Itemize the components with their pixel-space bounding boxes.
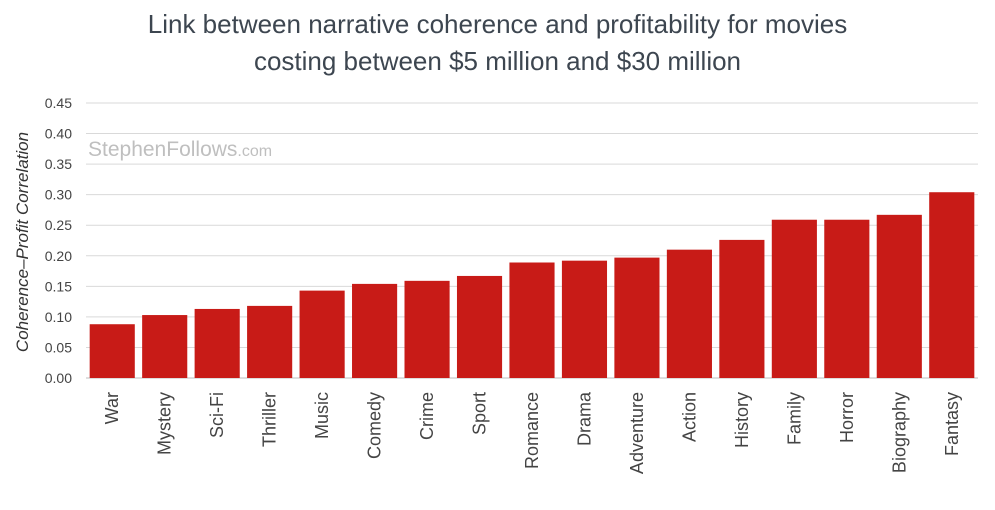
x-category-label: Sci-Fi <box>207 392 227 438</box>
bar-thriller <box>247 305 293 378</box>
bar-fantasy <box>929 192 975 378</box>
x-category-label: War <box>102 392 122 424</box>
bar-drama <box>561 260 608 378</box>
bar-mystery <box>142 315 188 378</box>
watermark-suffix: .com <box>237 143 272 160</box>
x-category-label: Adventure <box>627 392 647 474</box>
bar-music <box>299 290 345 378</box>
watermark: StephenFollows.com <box>88 138 272 161</box>
y-tick-label: 0.30 <box>45 187 72 203</box>
bar-history <box>719 239 765 378</box>
bar-romance <box>509 262 555 378</box>
y-tick-label: 0.35 <box>45 156 72 172</box>
y-tick-label: 0.00 <box>45 370 72 386</box>
bar-sport <box>456 275 503 378</box>
bars <box>89 192 975 378</box>
bar-crime <box>404 280 450 378</box>
x-category-label: Fantasy <box>942 392 962 456</box>
x-category-label: Horror <box>837 392 857 443</box>
x-category-label: Crime <box>417 392 437 440</box>
y-tick-label: 0.25 <box>45 217 72 233</box>
x-category-label: Comedy <box>365 392 385 459</box>
watermark-main: StephenFollows <box>88 138 237 161</box>
x-category-label: Thriller <box>260 392 280 447</box>
x-category-label: Action <box>679 392 699 442</box>
x-category-label: Drama <box>574 391 594 446</box>
bar-family <box>771 219 817 378</box>
bar-comedy <box>352 283 398 378</box>
chart-title-line-1: Link between narrative coherence and pro… <box>147 9 848 39</box>
y-axis-ticks: 0.00 0.05 0.10 0.15 0.20 0.25 0.30 0.35 0.40 0.45 <box>45 95 72 386</box>
x-category-label: History <box>732 392 752 448</box>
bar-horror <box>824 219 870 378</box>
bar-biography <box>876 214 922 378</box>
chart-title: Link between narrative coherence and pro… <box>0 6 995 80</box>
y-tick-label: 0.05 <box>45 339 72 355</box>
bar-war <box>89 324 135 378</box>
y-tick-label: 0.45 <box>45 95 72 111</box>
y-axis-label: Coherence–Profit Correlation <box>13 132 32 352</box>
bar-action <box>666 249 712 378</box>
x-category-label: Family <box>784 392 804 445</box>
bar-adventure <box>614 257 660 378</box>
y-tick-label: 0.10 <box>45 309 72 325</box>
x-category-label: Romance <box>522 392 542 469</box>
y-tick-label: 0.40 <box>45 126 72 142</box>
x-category-label: Biography <box>889 392 909 473</box>
y-tick-label: 0.15 <box>45 278 72 294</box>
bar-sci-fi <box>194 308 240 378</box>
x-axis-categories: War Mystery Sci-Fi Thriller Music Comedy Crime… <box>102 391 962 474</box>
x-category-label: Mystery <box>155 392 175 455</box>
x-category-label: Sport <box>470 392 490 435</box>
x-category-label: Music <box>312 392 332 439</box>
y-tick-label: 0.20 <box>45 248 72 264</box>
chart-title-line-2: costing between $5 million and $30 milli… <box>253 46 742 76</box>
